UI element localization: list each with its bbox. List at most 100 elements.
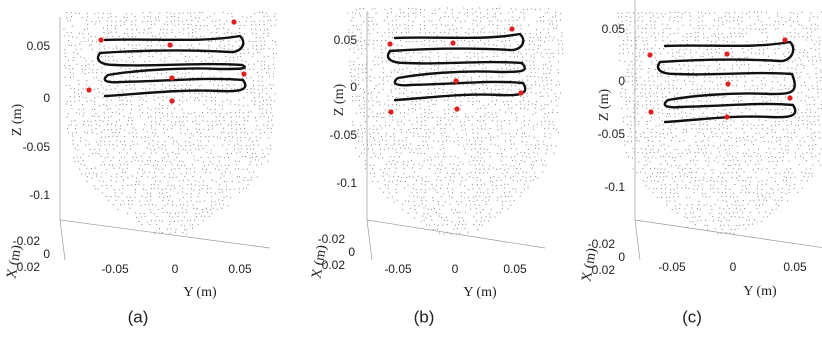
point	[147, 148, 148, 149]
point	[467, 144, 468, 145]
point	[801, 100, 802, 101]
point	[680, 156, 681, 157]
point	[408, 148, 409, 149]
point	[101, 172, 102, 173]
point	[718, 33, 719, 34]
point	[361, 128, 362, 129]
point	[523, 97, 524, 98]
point	[788, 149, 789, 150]
point	[629, 97, 630, 98]
point	[130, 145, 131, 146]
point	[121, 193, 122, 194]
point	[681, 188, 682, 189]
point	[221, 173, 222, 174]
point	[437, 192, 438, 193]
point	[438, 88, 439, 89]
point	[167, 29, 168, 30]
point	[806, 160, 807, 161]
point	[546, 80, 547, 81]
point	[800, 60, 801, 61]
point	[143, 32, 144, 33]
point	[504, 104, 505, 105]
point	[247, 120, 248, 121]
point	[626, 101, 627, 102]
point	[702, 193, 703, 194]
point	[273, 57, 274, 58]
point	[496, 45, 497, 46]
point	[497, 69, 498, 70]
point	[364, 108, 365, 109]
point	[425, 184, 426, 185]
point	[439, 164, 440, 165]
point	[714, 12, 715, 13]
point	[788, 172, 789, 173]
point-cloud	[347, 7, 563, 234]
point	[512, 160, 513, 161]
point	[212, 121, 213, 122]
point	[460, 101, 461, 102]
point	[518, 84, 519, 85]
point	[696, 52, 697, 53]
point	[113, 149, 114, 150]
point	[162, 169, 163, 170]
point	[202, 93, 203, 94]
point	[224, 48, 225, 49]
point	[664, 137, 665, 138]
point	[192, 176, 193, 177]
point	[643, 52, 644, 53]
point	[457, 40, 458, 41]
point	[517, 153, 518, 154]
point	[514, 165, 515, 166]
point	[263, 37, 264, 38]
point	[751, 128, 752, 129]
point	[801, 112, 802, 113]
point	[404, 16, 405, 17]
point	[783, 53, 784, 54]
point	[550, 53, 551, 54]
point	[80, 164, 81, 165]
point	[263, 33, 264, 34]
point	[545, 12, 546, 13]
point	[399, 93, 400, 94]
point	[244, 120, 245, 121]
point	[674, 113, 675, 114]
point	[718, 39, 719, 40]
point	[502, 77, 503, 78]
point	[534, 44, 535, 45]
point	[671, 165, 672, 166]
point	[447, 173, 448, 174]
point	[811, 176, 812, 177]
point	[669, 156, 670, 157]
point	[180, 128, 181, 129]
point	[193, 144, 194, 145]
point	[689, 197, 690, 198]
point	[425, 33, 426, 34]
point	[649, 93, 650, 94]
point	[395, 164, 396, 165]
point	[493, 117, 494, 118]
point	[420, 100, 421, 101]
point	[501, 185, 502, 186]
point	[714, 113, 715, 114]
point	[198, 196, 199, 197]
point	[112, 165, 113, 166]
point	[666, 176, 667, 177]
point	[815, 156, 816, 157]
point	[210, 188, 211, 189]
point	[717, 85, 718, 86]
point	[181, 220, 182, 221]
point	[231, 33, 232, 34]
point	[362, 65, 363, 66]
point	[232, 181, 233, 182]
point	[134, 89, 135, 90]
point	[397, 72, 398, 73]
point	[352, 12, 353, 13]
point	[706, 96, 707, 97]
point	[542, 96, 543, 97]
point	[399, 25, 400, 26]
point	[149, 172, 150, 173]
point	[654, 53, 655, 54]
point	[175, 88, 176, 89]
point	[740, 76, 741, 77]
point	[139, 105, 140, 106]
